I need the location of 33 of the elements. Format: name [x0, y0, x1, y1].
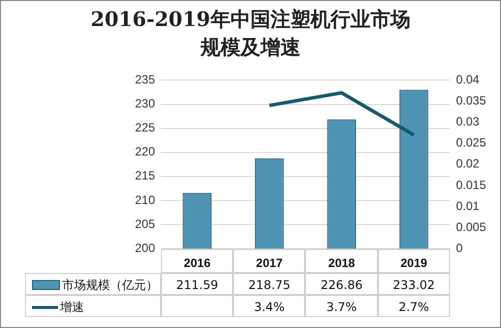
- y-tick-label: 215: [134, 168, 156, 183]
- x-tick-label: 2016: [184, 256, 211, 270]
- y-tick-label: 210: [134, 192, 156, 207]
- y2-tick-label: 0.02: [456, 156, 480, 171]
- legend-label: 增速: [60, 300, 84, 314]
- y-tick-label: 200: [134, 240, 156, 255]
- data-label: 218.75: [233, 272, 306, 295]
- y-tick-label: 220: [134, 144, 156, 159]
- x-tick-label: 2017: [256, 256, 284, 270]
- y2-tick-label: 0.04: [456, 72, 480, 87]
- y2-tick-label: 0.015: [456, 178, 486, 192]
- data-label: 3.4%: [233, 294, 306, 317]
- y-tick-label: 225: [134, 120, 156, 135]
- y2-tick-label: 0.005: [456, 220, 486, 234]
- data-label: 233.02: [378, 272, 450, 295]
- y2-tick-label: 0.025: [456, 136, 486, 150]
- chart-title: 2016-2019年中国注塑机行业市场规模及增速: [90, 6, 412, 61]
- y2-tick-label: 0: [456, 240, 463, 255]
- data-label: 2.7%: [378, 294, 450, 317]
- data-label: 211.59: [161, 272, 234, 295]
- y-tick-label: 235: [134, 72, 156, 87]
- y2-tick-label: 0.03: [456, 114, 480, 129]
- y-tick-label: 230: [134, 96, 156, 111]
- legend-label: 市场规模（亿元）: [62, 278, 158, 292]
- y-tick-label: 205: [134, 216, 156, 231]
- x-tick-label: 2018: [328, 256, 356, 270]
- empty-table-cell: 增速: [25, 294, 162, 317]
- x-tick-label: 2019: [400, 256, 428, 270]
- empty-table-cell: 市场规模（亿元）: [25, 272, 162, 295]
- y2-tick-label: 0.01: [456, 198, 480, 213]
- data-label: 226.86: [305, 272, 378, 295]
- data-label: 3.7%: [305, 294, 378, 317]
- y2-tick-label: 0.035: [456, 94, 486, 108]
